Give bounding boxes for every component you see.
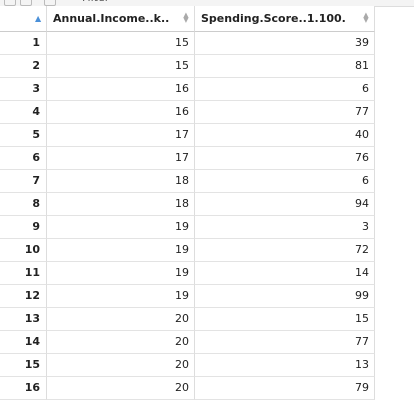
- cell-value: 18: [47, 193, 195, 216]
- cell-value: 79: [195, 377, 375, 400]
- cell-value: 77: [195, 101, 375, 124]
- cell-value: 19: [47, 262, 195, 285]
- forward-icon[interactable]: [20, 0, 32, 6]
- filter-button[interactable]: Filter: [82, 0, 109, 4]
- cell-value: 72: [195, 239, 375, 262]
- cell-value: 40: [195, 124, 375, 147]
- sort-icon[interactable]: ▲ ▼: [183, 11, 189, 24]
- cell-value: 15: [195, 308, 375, 331]
- cell-value: 76: [195, 147, 375, 170]
- column-header[interactable]: Annual.Income..k.. ▲ ▼: [47, 6, 195, 32]
- row-number: 5: [0, 124, 47, 147]
- column-header[interactable]: Spending.Score..1.100. ▲ ▼: [195, 6, 375, 32]
- cell-value: 94: [195, 193, 375, 216]
- row-number: 8: [0, 193, 47, 216]
- cell-value: 17: [47, 124, 195, 147]
- cell-value: 6: [195, 170, 375, 193]
- cell-value: 13: [195, 354, 375, 377]
- cell-value: 3: [195, 216, 375, 239]
- cell-value: 18: [47, 170, 195, 193]
- cell-value: 6: [195, 78, 375, 101]
- cell-value: 16: [47, 78, 195, 101]
- cell-value: 16: [47, 101, 195, 124]
- row-number: 12: [0, 285, 47, 308]
- cell-value: 20: [47, 308, 195, 331]
- row-number: 1: [0, 32, 47, 55]
- cell-value: 20: [47, 354, 195, 377]
- popout-icon[interactable]: [44, 0, 56, 6]
- row-number: 16: [0, 377, 47, 400]
- row-number: 13: [0, 308, 47, 331]
- cell-value: 14: [195, 262, 375, 285]
- row-number: 14: [0, 331, 47, 354]
- row-number: 15: [0, 354, 47, 377]
- row-number: 11: [0, 262, 47, 285]
- row-number: 4: [0, 101, 47, 124]
- cell-value: 19: [47, 239, 195, 262]
- cell-value: 77: [195, 331, 375, 354]
- row-number: 3: [0, 78, 47, 101]
- row-number: 2: [0, 55, 47, 78]
- cell-value: 81: [195, 55, 375, 78]
- cell-value: 15: [47, 32, 195, 55]
- row-number: 9: [0, 216, 47, 239]
- row-number-header[interactable]: ▲: [0, 6, 47, 32]
- cell-value: 15: [47, 55, 195, 78]
- cell-value: 39: [195, 32, 375, 55]
- cell-value: 19: [47, 216, 195, 239]
- row-number: 7: [0, 170, 47, 193]
- cell-value: 20: [47, 377, 195, 400]
- cell-value: 19: [47, 285, 195, 308]
- row-number: 10: [0, 239, 47, 262]
- cell-value: 99: [195, 285, 375, 308]
- cell-value: 20: [47, 331, 195, 354]
- sort-icon[interactable]: ▲ ▼: [363, 11, 369, 24]
- back-icon[interactable]: [4, 0, 16, 6]
- row-number: 6: [0, 147, 47, 170]
- cell-value: 17: [47, 147, 195, 170]
